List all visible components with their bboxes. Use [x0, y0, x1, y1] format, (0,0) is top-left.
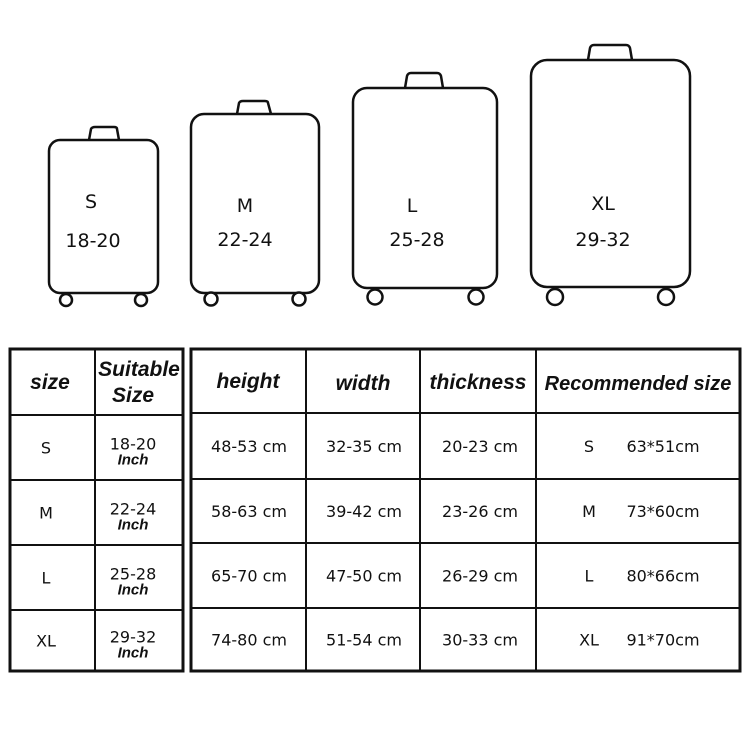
recommended-size-label: S — [584, 437, 594, 456]
recommended-size-dims: 80*66cm — [626, 567, 699, 586]
suitable-size-cell: 25-28 — [110, 565, 157, 584]
inch-unit-label: Inch — [118, 452, 149, 469]
header-suitable-line2: Size — [112, 384, 154, 407]
header-recommended-size: Recommended size — [545, 373, 732, 395]
thickness-cell: 20-23 cm — [442, 437, 518, 456]
suitcase-xl-range: 29-32 — [575, 229, 630, 251]
recommended-size-dims: 91*70cm — [626, 631, 699, 650]
thickness-cell: 30-33 cm — [442, 631, 518, 650]
suitable-size-cell: 22-24 — [110, 500, 157, 519]
suitable-size-cell: 18-20 — [110, 435, 157, 454]
recommended-size-label: L — [585, 567, 594, 586]
size-cell: L — [42, 569, 51, 588]
inch-unit-label: Inch — [118, 582, 149, 599]
header-height: height — [217, 370, 281, 393]
suitcase-l-size: L — [407, 195, 418, 217]
suitcase-m-size: M — [237, 195, 253, 217]
suitcase-s-range: 18-20 — [65, 230, 120, 252]
recommended-size-dims: 63*51cm — [626, 437, 699, 456]
header-width: width — [336, 372, 391, 395]
inch-unit-label: Inch — [118, 645, 149, 662]
recommended-size-label: M — [582, 502, 596, 521]
recommended-size-label: XL — [579, 631, 599, 650]
width-cell: 39-42 cm — [326, 502, 402, 521]
height-cell: 58-63 cm — [211, 502, 287, 521]
thickness-cell: 26-29 cm — [442, 567, 518, 586]
suitcase-xl-icon — [529, 43, 692, 307]
suitcase-xl-size: XL — [591, 193, 615, 215]
width-cell: 51-54 cm — [326, 631, 402, 650]
thickness-cell: 23-26 cm — [442, 502, 518, 521]
height-cell: 74-80 cm — [211, 631, 287, 650]
suitable-size-cell: 29-32 — [110, 628, 157, 647]
suitcase-l-range: 25-28 — [389, 229, 444, 251]
suitcase-m-icon — [189, 99, 321, 307]
dimension-table — [189, 347, 742, 673]
recommended-size-dims: 73*60cm — [626, 502, 699, 521]
height-cell: 48-53 cm — [211, 437, 287, 456]
size-cell: S — [41, 439, 51, 458]
suitcase-s-icon — [47, 125, 160, 308]
suitcase-m-range: 22-24 — [217, 229, 272, 251]
header-thickness: thickness — [430, 371, 527, 394]
suitcase-l-icon — [351, 71, 499, 306]
size-table — [8, 347, 185, 673]
height-cell: 65-70 cm — [211, 567, 287, 586]
suitcase-s-size: S — [85, 191, 97, 213]
width-cell: 47-50 cm — [326, 567, 402, 586]
width-cell: 32-35 cm — [326, 437, 402, 456]
size-cell: M — [39, 504, 53, 523]
header-suitable-line1: Suitable — [98, 358, 180, 381]
size-cell: XL — [36, 632, 56, 651]
inch-unit-label: Inch — [118, 517, 149, 534]
header-size: size — [30, 371, 70, 394]
